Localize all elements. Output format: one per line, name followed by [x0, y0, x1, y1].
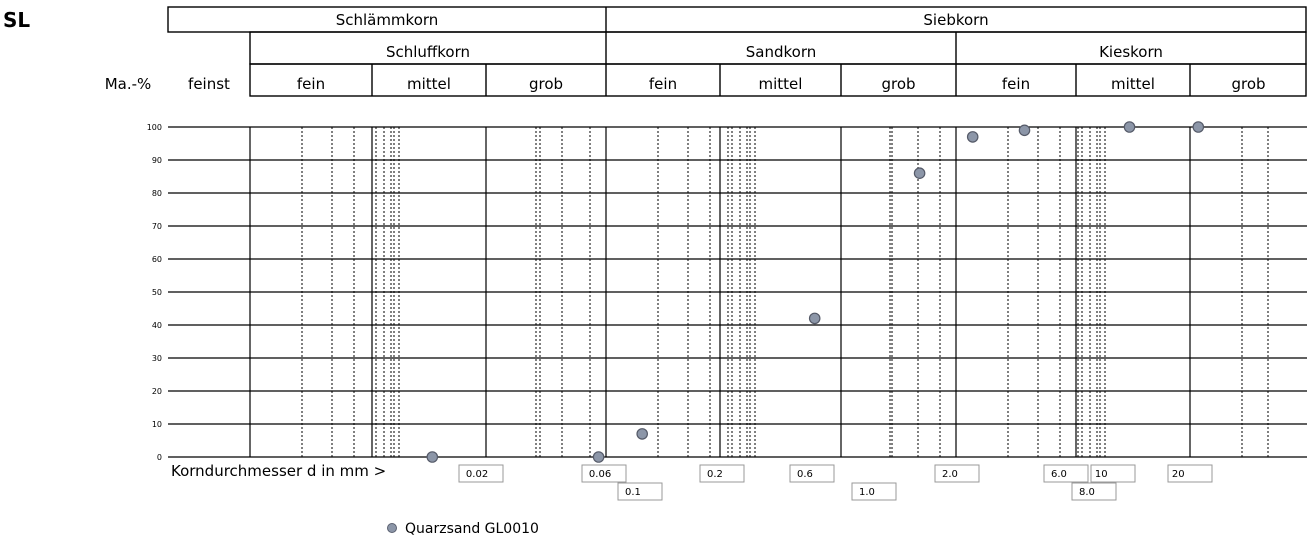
x-tick-label: 2.0 — [942, 469, 958, 480]
x-tick-box — [458, 464, 504, 483]
x-tick-0.02: 0.02 — [458, 464, 504, 483]
classification-header: Schlämmkorn Siebkorn Schluffkorn Sandkorn Ki… — [105, 6, 1307, 97]
header-schlaemmkorn: Schlämmkorn — [336, 11, 439, 29]
header-sub-fein: fein — [1002, 75, 1030, 93]
data-point — [426, 451, 439, 463]
x-tick-label: 6.0 — [1051, 469, 1067, 480]
header-schluffkorn: Schluffkorn — [386, 43, 470, 61]
x-tick-label: 8.0 — [1079, 487, 1095, 498]
x-tick-label: 10 — [1095, 469, 1108, 480]
x-tick-box — [581, 464, 627, 483]
header-sub-grob: grob — [529, 75, 563, 93]
x-tick-label: 0.02 — [466, 469, 488, 480]
header-sub-mittel: mittel — [407, 75, 451, 93]
x-tick-10: 10 — [1090, 464, 1136, 483]
data-point — [592, 451, 605, 463]
header-row-3 — [249, 63, 1307, 97]
y-tick-label: 0 — [157, 453, 162, 462]
x-tick-2.0: 2.0 — [934, 464, 980, 483]
header-feinst: feinst — [188, 75, 230, 93]
legend-label: Quarzsand GL0010 — [405, 521, 539, 537]
x-tick-0.06: 0.06 — [581, 464, 627, 483]
x-tick-20: 20 — [1167, 464, 1213, 483]
x-tick-label: 1.0 — [859, 487, 875, 498]
x-tick-0.1: 0.1 — [617, 482, 663, 501]
header-sandkorn: Sandkorn — [746, 43, 816, 61]
y-tick-label: 70 — [152, 222, 162, 231]
header-siebkorn: Siebkorn — [923, 11, 988, 29]
plot-grid — [168, 126, 1307, 458]
header-sub-grob: grob — [881, 75, 915, 93]
x-tick-box — [789, 464, 835, 483]
x-tick-label: 20 — [1172, 469, 1185, 480]
x-tick-box — [934, 464, 980, 483]
y-axis-label: Ma.-% — [105, 75, 152, 93]
x-tick-label: 0.06 — [589, 469, 611, 480]
data-point — [1123, 121, 1136, 133]
x-tick-label: 0.1 — [625, 487, 641, 498]
data-point — [1018, 124, 1031, 137]
x-tick-box — [1071, 482, 1117, 501]
header-sub-grob: grob — [1231, 75, 1265, 93]
y-tick-label: 60 — [152, 255, 162, 264]
header-sub-mittel: mittel — [1111, 75, 1155, 93]
x-tick-0.2: 0.2 — [699, 464, 745, 483]
x-tick-0.6: 0.6 — [789, 464, 835, 483]
x-tick-label: 0.2 — [707, 469, 723, 480]
legend-marker — [387, 523, 397, 533]
x-tick-label: 0.6 — [797, 469, 813, 480]
data-point — [808, 312, 821, 325]
corner-label: SL — [3, 8, 30, 32]
data-point — [636, 428, 648, 440]
x-tick-box — [1090, 464, 1136, 483]
x-tick-1.0: 1.0 — [851, 482, 897, 501]
y-tick-label: 90 — [152, 156, 162, 165]
x-tick-box — [617, 482, 663, 501]
y-tick-label: 50 — [152, 288, 162, 297]
y-tick-label: 20 — [152, 387, 162, 396]
x-tick-box — [1167, 464, 1213, 483]
header-sub-fein: fein — [297, 75, 325, 93]
y-tick-label: 40 — [152, 321, 162, 330]
data-point — [966, 131, 979, 143]
data-points — [426, 121, 1205, 463]
x-tick-box — [699, 464, 745, 483]
header-sub-fein: fein — [649, 75, 677, 93]
x-tick-labels: 0.02 0.06 0.1 0.2 0.6 1.0 2.0 6.0 8.010 20 — [458, 464, 1213, 501]
data-point — [1192, 121, 1205, 133]
data-point — [913, 167, 926, 179]
x-tick-6.0: 6.0 — [1043, 464, 1089, 483]
x-tick-box — [1043, 464, 1089, 483]
header-sub-mittel: mittel — [759, 75, 803, 93]
x-axis-label: Korndurchmesser d in mm > — [171, 462, 386, 480]
y-tick-label: 10 — [152, 420, 162, 429]
header-kieskorn: Kieskorn — [1099, 43, 1163, 61]
legend: Quarzsand GL0010 — [387, 521, 539, 537]
y-tick-label: 30 — [152, 354, 162, 363]
x-tick-8.0: 8.0 — [1071, 482, 1117, 501]
y-tick-label: 80 — [152, 189, 162, 198]
x-tick-box — [851, 482, 897, 501]
y-tick-label: 100 — [147, 123, 162, 132]
